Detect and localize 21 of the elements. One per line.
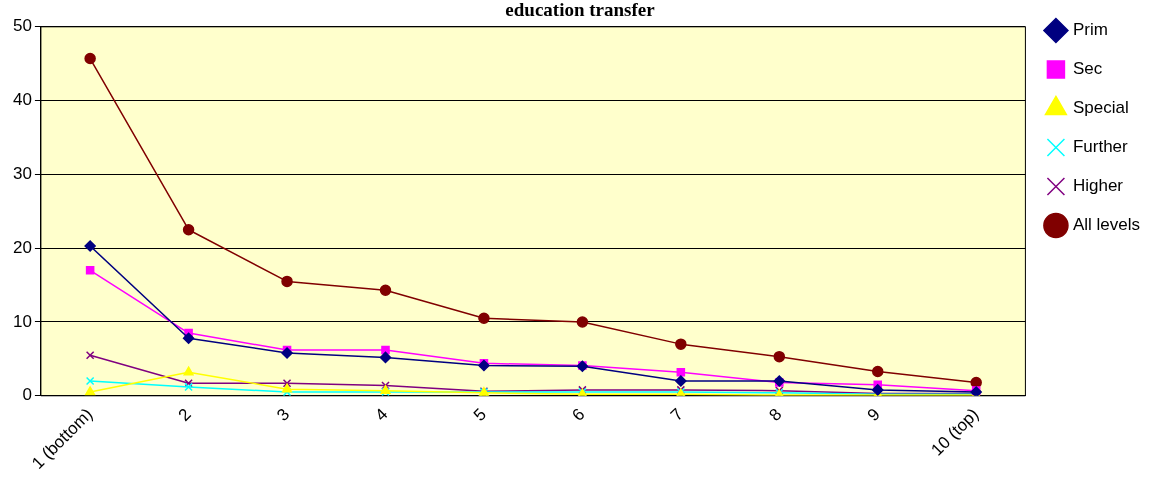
x-tick-label: 8 bbox=[765, 404, 786, 425]
x-tick-label: 5 bbox=[469, 404, 491, 425]
x-tick-label: 9 bbox=[863, 404, 884, 425]
legend-label: Special bbox=[1072, 98, 1129, 118]
x-tick-label: 2 bbox=[174, 404, 195, 425]
x-tick-label: 7 bbox=[666, 404, 687, 425]
x-tick-label: 3 bbox=[273, 404, 294, 425]
y-tick-label: 0 bbox=[22, 385, 32, 405]
y-tick-label: 30 bbox=[12, 164, 32, 184]
y-tick-label: 10 bbox=[12, 311, 32, 331]
x-tick-label: 6 bbox=[568, 404, 589, 425]
legend-label: Further bbox=[1072, 137, 1129, 157]
y-tick-label: 40 bbox=[12, 90, 32, 110]
legend-label: Prim bbox=[1072, 20, 1108, 40]
legend-label: Sec bbox=[1072, 59, 1103, 79]
legend-label: Higher bbox=[1072, 176, 1124, 196]
y-tick-label: 20 bbox=[12, 237, 32, 257]
y-tick-label: 50 bbox=[12, 16, 32, 36]
x-tick-label: 4 bbox=[371, 404, 392, 425]
legend-label: All levels bbox=[1072, 215, 1141, 235]
chart-title: education transfer bbox=[505, 0, 656, 21]
